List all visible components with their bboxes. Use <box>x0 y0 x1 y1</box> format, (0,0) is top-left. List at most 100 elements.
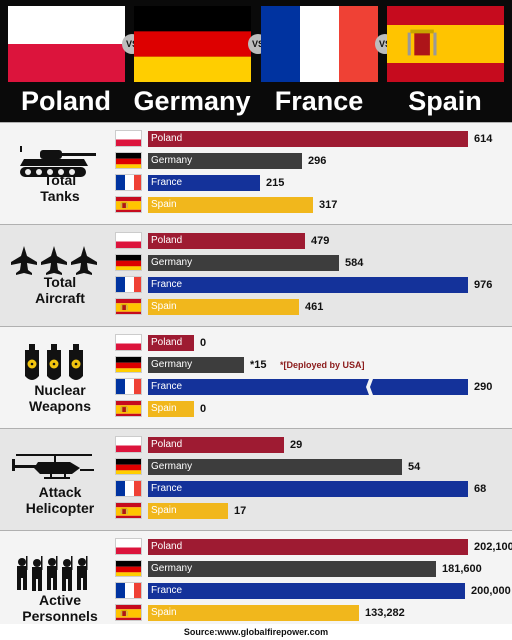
value-label-aircraft-poland: 479 <box>311 235 330 247</box>
bar-helicopter-poland: Poland <box>148 437 284 453</box>
footer: Source:www.globalfirepower.com <box>0 624 512 640</box>
soldiers-icon <box>10 554 98 599</box>
value-label-nuclear-spain: 0 <box>200 403 207 415</box>
value-label-helicopter-poland: 29 <box>290 439 303 451</box>
bar-label-germany: Germany <box>151 461 193 472</box>
flag-france-icon <box>115 276 142 293</box>
category-label-tanks: Total Tanks <box>40 172 80 204</box>
bar-label-poland: Poland <box>151 235 183 246</box>
flag-germany-icon <box>115 458 142 475</box>
attack-helicopter-icon <box>10 450 98 489</box>
bar-label-spain: Spain <box>151 505 177 516</box>
axis-break-mark <box>366 379 373 395</box>
flag-france-icon <box>115 582 142 599</box>
panel-divider <box>0 326 512 327</box>
panel-aircraft: Total Aircraft Poland 479 Germany 584 France 97… <box>0 224 512 326</box>
bar-nuclear-spain: Spain <box>148 401 194 417</box>
header-country-name-spain: Spain <box>408 86 482 116</box>
bar-aircraft-poland: Poland <box>148 233 305 249</box>
value-label-helicopter-germany: 54 <box>408 461 421 473</box>
value-label-nuclear-germany: *15 <box>250 359 267 371</box>
flag-spain-icon <box>115 400 142 417</box>
bar-aircraft-spain: Spain <box>148 299 299 315</box>
bar-label-france: France <box>151 279 183 290</box>
bar-label-poland: Poland <box>151 541 183 552</box>
fighter-jets-icon <box>10 246 98 281</box>
bar-label-germany: Germany <box>151 359 193 370</box>
flag-france-icon <box>115 378 142 395</box>
value-label-nuclear-france: 290 <box>474 381 493 393</box>
bar-label-france: France <box>151 177 183 188</box>
panel-tanks: Total Tanks Poland 614 Germany 296 France 215 S… <box>0 122 512 224</box>
bar-label-france: France <box>151 483 183 494</box>
bar-tanks-poland: Poland <box>148 131 468 147</box>
header-country-name-france: France <box>274 86 364 116</box>
bar-label-germany: Germany <box>151 257 193 268</box>
flag-poland-icon <box>115 334 142 351</box>
chart-panels: Total Tanks Poland 614 Germany 296 France 215 S… <box>0 122 512 624</box>
bar-aircraft-germany: Germany <box>148 255 339 271</box>
bar-label-germany: Germany <box>151 155 193 166</box>
bar-helicopter-spain: Spain <box>148 503 228 519</box>
flag-poland-icon <box>115 130 142 147</box>
value-label-tanks-germany: 296 <box>308 155 327 167</box>
panel-helicopter: Attack Helicopter Poland 29 Germany 54 France 6… <box>0 428 512 530</box>
source-text: Source:www.globalfirepower.com <box>183 627 329 637</box>
flag-germany-icon <box>115 356 142 373</box>
bar-label-spain: Spain <box>151 301 177 312</box>
bar-tanks-spain: Spain <box>148 197 313 213</box>
bar-tanks-france: France <box>148 175 260 191</box>
bar-personnel-spain: Spain <box>148 605 359 621</box>
bar-label-spain: Spain <box>151 403 177 414</box>
flag-spain-icon <box>115 196 142 213</box>
panel-divider <box>0 530 512 531</box>
panel-personnel: Active Personnels Poland 202,100 Germany 181,… <box>0 530 512 624</box>
flag-poland-icon <box>115 436 142 453</box>
value-label-helicopter-spain: 17 <box>234 505 247 517</box>
bar-label-poland: Poland <box>151 133 183 144</box>
header-flag-poland-icon <box>8 6 125 82</box>
panel-divider <box>0 428 512 429</box>
value-label-tanks-poland: 614 <box>474 133 493 145</box>
value-label-helicopter-france: 68 <box>474 483 487 495</box>
flag-germany-icon <box>115 560 142 577</box>
flag-france-icon <box>115 174 142 191</box>
category-label-personnel: Active Personnels <box>22 592 98 624</box>
bar-aircraft-france: France <box>148 277 468 293</box>
footnote-deployed-by-usa: *[Deployed by USA] <box>280 360 365 370</box>
value-label-personnel-france: 200,000 <box>471 585 511 597</box>
nuclear-bombs-icon <box>10 344 98 389</box>
flag-germany-icon <box>115 254 142 271</box>
flag-spain-icon <box>115 604 142 621</box>
flag-spain-icon <box>115 298 142 315</box>
bar-label-france: France <box>151 585 183 596</box>
bar-helicopter-germany: Germany <box>148 459 402 475</box>
value-label-aircraft-france: 976 <box>474 279 493 291</box>
bar-helicopter-france: France <box>148 481 468 497</box>
category-label-aircraft: Total Aircraft <box>35 274 85 306</box>
value-label-personnel-spain: 133,282 <box>365 607 405 619</box>
bar-nuclear-germany: Germany <box>148 357 244 373</box>
bar-personnel-poland: Poland <box>148 539 468 555</box>
value-label-tanks-france: 215 <box>266 177 285 189</box>
panel-divider <box>0 122 512 123</box>
value-label-aircraft-germany: 584 <box>345 257 364 269</box>
header-flag-france-icon <box>261 6 378 82</box>
flag-germany-icon <box>115 152 142 169</box>
bar-label-france: France <box>151 381 183 392</box>
bar-personnel-france: France <box>148 583 465 599</box>
header: Poland VS Germany VS France VS Spain <box>0 0 512 122</box>
value-label-personnel-poland: 202,100 <box>474 541 512 553</box>
bar-label-poland: Poland <box>151 337 183 348</box>
bar-nuclear-france: France <box>148 379 468 395</box>
tank-icon <box>10 144 98 189</box>
flag-poland-icon <box>115 538 142 555</box>
bar-label-spain: Spain <box>151 199 177 210</box>
panel-divider <box>0 224 512 225</box>
category-label-helicopter: Attack Helicopter <box>25 484 95 516</box>
value-label-tanks-spain: 317 <box>319 199 338 211</box>
bar-nuclear-poland: Poland <box>148 335 194 351</box>
flag-spain-icon <box>115 502 142 519</box>
bar-tanks-germany: Germany <box>148 153 302 169</box>
value-label-nuclear-poland: 0 <box>200 337 207 349</box>
